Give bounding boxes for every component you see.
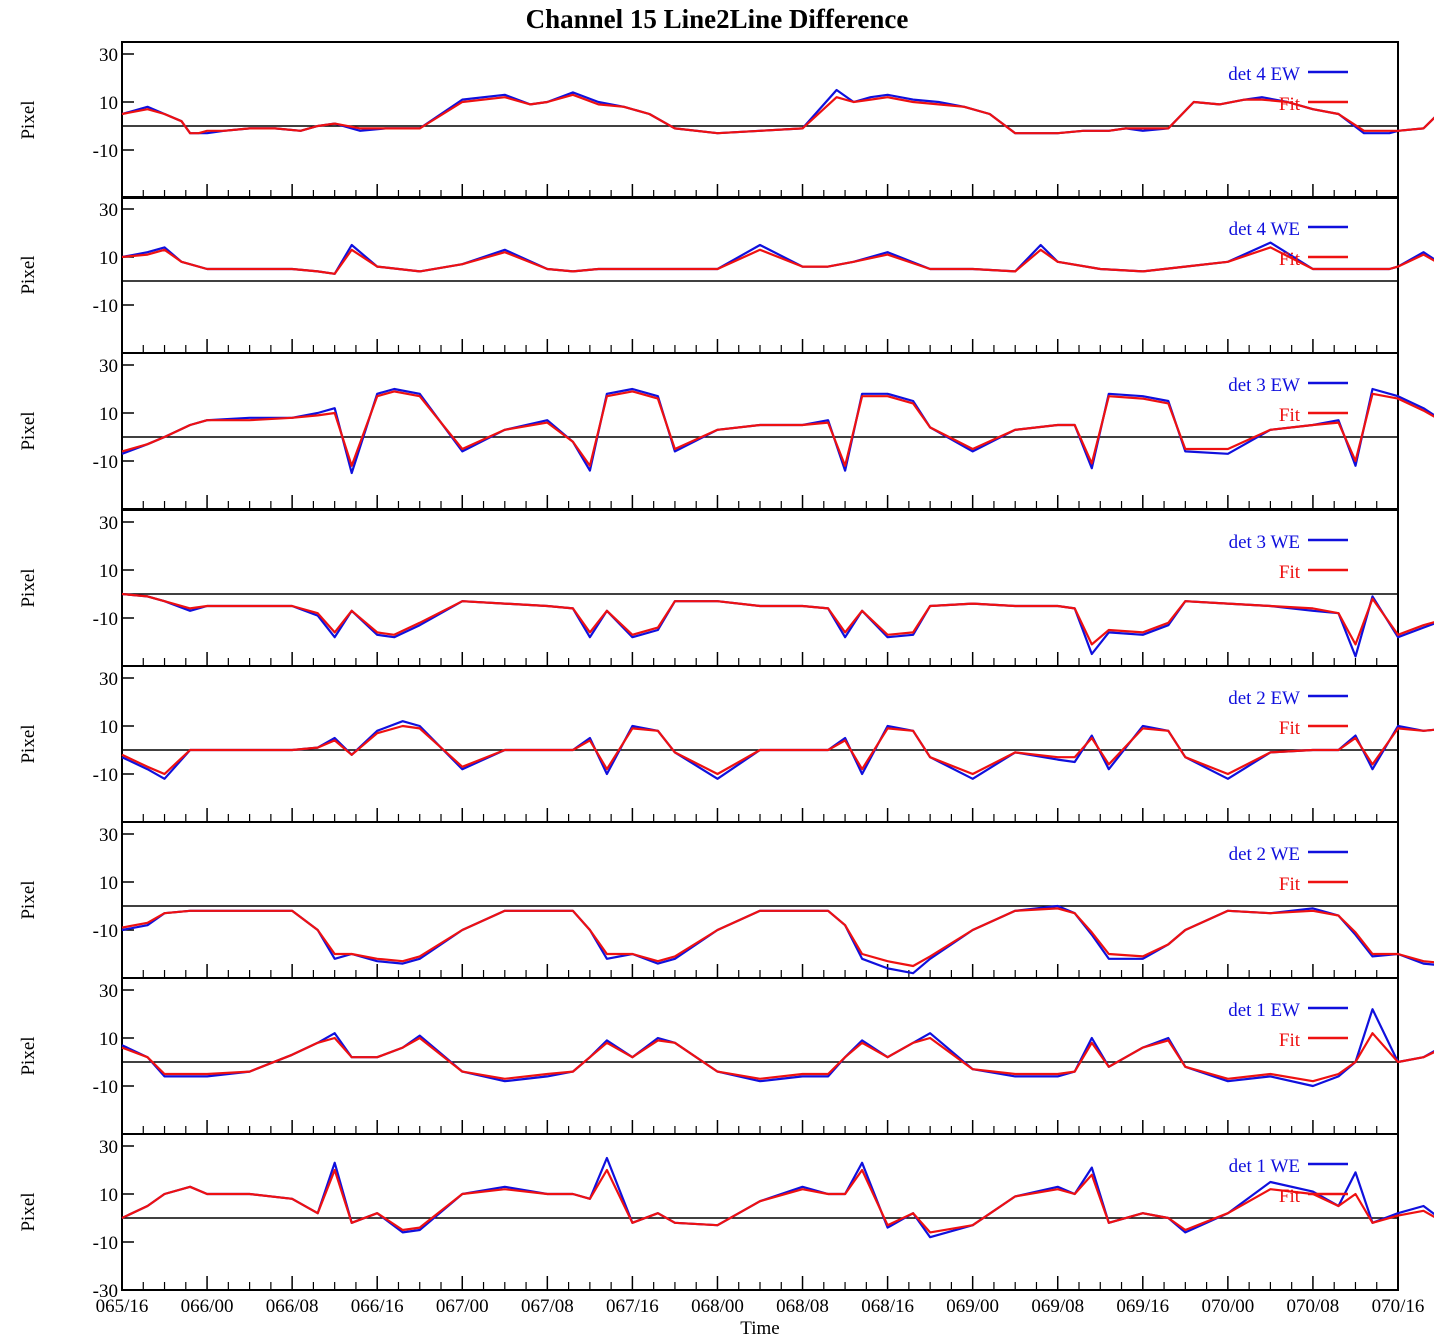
y-tick-label: 30 <box>99 200 118 221</box>
legend-label-fit: Fit <box>1279 874 1301 895</box>
x-tick-label: 067/00 <box>436 1296 489 1317</box>
y-tick-label: 30 <box>99 513 118 534</box>
x-tick-label: 068/08 <box>776 1296 829 1317</box>
legend-label-data: det 4 WE <box>1229 219 1300 240</box>
y-axis-label: Pixel <box>18 100 39 139</box>
y-tick-label: -10 <box>93 296 118 317</box>
x-tick-label: 065/16 <box>96 1296 149 1317</box>
legend-label-data: det 3 EW <box>1228 375 1300 396</box>
legend-label-fit: Fit <box>1279 405 1301 426</box>
series-line-fit <box>121 246 1434 275</box>
x-tick-label: 067/16 <box>606 1296 659 1317</box>
legend-label-fit: Fit <box>1279 562 1301 583</box>
y-tick-label: -10 <box>93 1077 118 1098</box>
panel-frame <box>121 196 1399 354</box>
series-line-fit <box>121 93 1434 135</box>
series-line-data <box>121 387 1434 475</box>
y-axis-label: Pixel <box>18 411 39 450</box>
legend-label-fit: Fit <box>1279 1186 1301 1207</box>
y-tick-label: -10 <box>93 921 118 942</box>
x-tick-label: 066/00 <box>181 1296 234 1317</box>
y-tick-label: 10 <box>99 717 118 738</box>
y-tick-label: 10 <box>99 561 118 582</box>
y-tick-label: -10 <box>93 765 118 786</box>
y-tick-label: 10 <box>99 93 118 114</box>
y-axis-label: Pixel <box>18 1192 39 1231</box>
y-axis-label: Pixel <box>18 568 39 607</box>
panel-frame <box>121 352 1399 510</box>
y-tick-label: 10 <box>99 1185 118 1206</box>
y-axis-label: Pixel <box>18 1036 39 1075</box>
series-line-fit <box>121 390 1434 467</box>
x-tick-label: 070/08 <box>1287 1296 1340 1317</box>
legend-label-data: det 1 WE <box>1229 1156 1300 1177</box>
legend-label-fit: Fit <box>1279 249 1301 270</box>
series-line-fit <box>121 724 1434 776</box>
panel-frame <box>121 665 1399 823</box>
legend-label-data: det 3 WE <box>1229 532 1300 553</box>
y-axis-label: Pixel <box>18 880 39 919</box>
y-tick-label: -10 <box>93 141 118 162</box>
panel-frame <box>121 821 1399 979</box>
y-axis-label: Pixel <box>18 255 39 294</box>
panel-frame <box>121 509 1399 667</box>
x-tick-label: 068/16 <box>861 1296 914 1317</box>
y-tick-label: -30 <box>93 1281 118 1302</box>
legend-label-data: det 1 EW <box>1228 1000 1300 1021</box>
series-line-data <box>121 1156 1434 1239</box>
x-tick-label: 067/08 <box>521 1296 574 1317</box>
y-tick-label: 30 <box>99 669 118 690</box>
x-tick-label: 068/00 <box>691 1296 744 1317</box>
legend-label-data: det 2 WE <box>1229 844 1300 865</box>
x-tick-label: 069/08 <box>1031 1296 1084 1317</box>
y-tick-label: 30 <box>99 1137 118 1158</box>
x-tick-label: 069/00 <box>946 1296 999 1317</box>
y-axis-label: Pixel <box>18 724 39 763</box>
y-tick-label: 10 <box>99 873 118 894</box>
y-tick-label: 10 <box>99 404 118 425</box>
series-line-fit <box>121 1032 1434 1083</box>
y-tick-label: -10 <box>93 452 118 473</box>
x-tick-label: 066/08 <box>266 1296 319 1317</box>
legend-label-fit: Fit <box>1279 1030 1301 1051</box>
y-tick-label: 30 <box>99 45 118 66</box>
series-line-fit <box>121 907 1434 968</box>
legend-label-fit: Fit <box>1279 718 1301 739</box>
series-line-fit <box>121 592 1434 646</box>
x-axis-label: Time <box>740 1318 779 1339</box>
x-tick-label: 069/16 <box>1116 1296 1169 1317</box>
series-line-data <box>121 1008 1434 1088</box>
x-tick-label: 070/00 <box>1201 1296 1254 1317</box>
chart-title: Channel 15 Line2Line Difference <box>525 4 909 34</box>
legend-label-data: det 2 EW <box>1228 688 1300 709</box>
series-line-fit <box>121 1168 1434 1234</box>
y-tick-label: 10 <box>99 248 118 269</box>
legend-label-fit: Fit <box>1279 94 1301 115</box>
y-tick-label: 30 <box>99 825 118 846</box>
panel-frame <box>121 41 1399 199</box>
y-tick-label: 10 <box>99 1029 118 1050</box>
x-tick-label: 066/16 <box>351 1296 404 1317</box>
series-line-data <box>121 904 1434 975</box>
y-tick-label: -10 <box>93 609 118 630</box>
y-tick-label: -10 <box>93 1233 118 1254</box>
panel-frame <box>121 977 1399 1135</box>
y-tick-label: 30 <box>99 356 118 377</box>
x-tick-label: 070/16 <box>1372 1296 1425 1317</box>
y-tick-label: 30 <box>99 981 118 1002</box>
legend-label-data: det 4 EW <box>1228 64 1300 85</box>
